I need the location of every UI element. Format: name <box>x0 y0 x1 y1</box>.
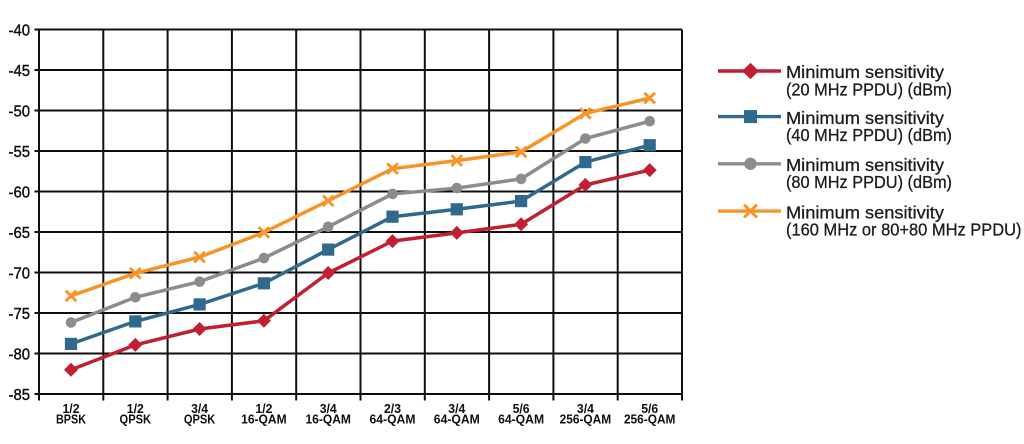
svg-text:3/4: 3/4 <box>577 402 594 416</box>
svg-text:3/4: 3/4 <box>448 402 465 416</box>
svg-text:5/6: 5/6 <box>641 402 658 416</box>
svg-text:-40: -40 <box>9 23 31 40</box>
svg-text:Minimum sensitivity: Minimum sensitivity <box>786 155 944 175</box>
svg-text:3/4: 3/4 <box>191 402 208 416</box>
svg-text:3/4: 3/4 <box>320 402 337 416</box>
svg-text:64-QAM: 64-QAM <box>434 412 480 426</box>
svg-text:2/3: 2/3 <box>384 402 401 416</box>
svg-text:Minimum sensitivity: Minimum sensitivity <box>786 202 944 222</box>
svg-text:64-QAM: 64-QAM <box>370 412 416 426</box>
svg-text:-60: -60 <box>9 185 31 202</box>
svg-text:64-QAM: 64-QAM <box>498 412 544 426</box>
svg-text:1/2: 1/2 <box>255 402 272 416</box>
svg-text:(160 MHz or 80+80 MHz PPDU): (160 MHz or 80+80 MHz PPDU) <box>786 220 1022 240</box>
svg-text:5/6: 5/6 <box>513 402 530 416</box>
svg-text:-50: -50 <box>9 104 31 121</box>
svg-text:16-QAM: 16-QAM <box>305 412 351 426</box>
svg-text:(40 MHz PPDU) (dBm): (40 MHz PPDU) (dBm) <box>786 125 952 145</box>
svg-text:-45: -45 <box>9 63 31 80</box>
svg-text:1/2: 1/2 <box>63 402 80 416</box>
svg-text:QPSK: QPSK <box>184 412 216 426</box>
svg-text:(80 MHz PPDU) (dBm): (80 MHz PPDU) (dBm) <box>786 172 952 192</box>
svg-text:-65: -65 <box>9 225 31 242</box>
svg-text:Minimum sensitivity: Minimum sensitivity <box>786 108 944 128</box>
svg-text:Minimum sensitivity: Minimum sensitivity <box>786 62 944 82</box>
svg-text:BPSK: BPSK <box>56 412 86 426</box>
svg-text:QPSK: QPSK <box>120 412 152 426</box>
svg-text:256-QAM: 256-QAM <box>624 412 676 426</box>
svg-text:1/2: 1/2 <box>127 402 144 416</box>
svg-text:256-QAM: 256-QAM <box>560 412 612 426</box>
svg-text:(20 MHz PPDU) (dBm): (20 MHz PPDU) (dBm) <box>786 79 952 99</box>
svg-text:-55: -55 <box>9 144 31 161</box>
svg-text:-85: -85 <box>9 387 31 404</box>
svg-text:-75: -75 <box>9 306 31 323</box>
svg-text:-70: -70 <box>9 266 31 283</box>
svg-text:16-QAM: 16-QAM <box>241 412 287 426</box>
svg-text:-80: -80 <box>9 347 31 364</box>
